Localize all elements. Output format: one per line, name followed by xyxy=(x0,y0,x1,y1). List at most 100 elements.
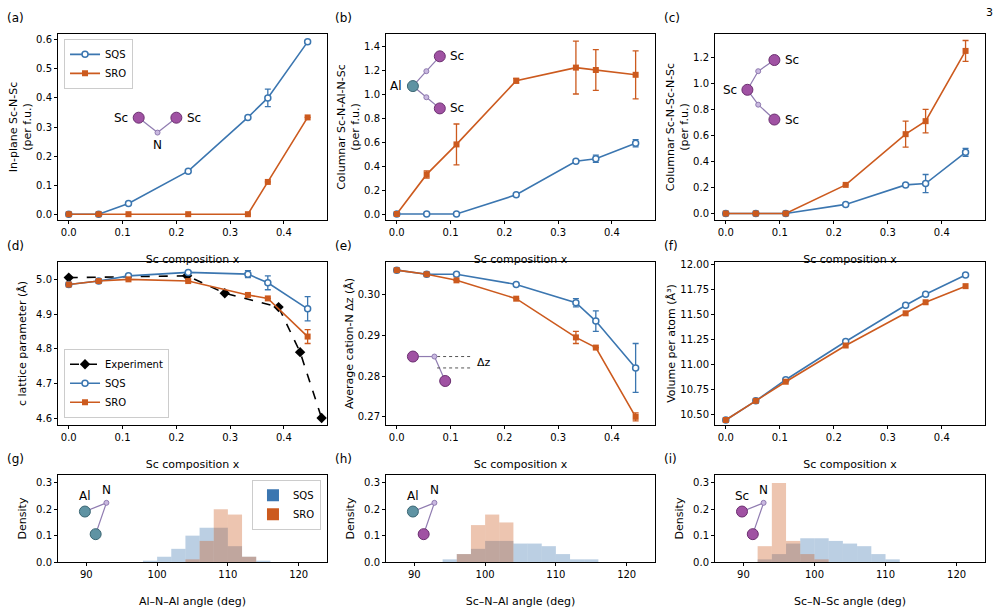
svg-text:0.0: 0.0 xyxy=(718,432,734,443)
svg-text:Sc composition x: Sc composition x xyxy=(803,253,897,266)
svg-text:Al: Al xyxy=(390,79,402,93)
svg-text:Al: Al xyxy=(407,489,419,503)
svg-text:SQS: SQS xyxy=(105,49,126,60)
svg-text:c lattice parameter (Å): c lattice parameter (Å) xyxy=(16,281,29,406)
svg-text:0.2: 0.2 xyxy=(693,504,709,515)
svg-text:90: 90 xyxy=(80,569,93,580)
svg-text:Δz: Δz xyxy=(477,356,491,369)
svg-text:100: 100 xyxy=(805,569,824,580)
svg-text:120: 120 xyxy=(947,569,966,580)
svg-text:0.4: 0.4 xyxy=(604,432,620,443)
svg-text:0.0: 0.0 xyxy=(693,557,709,568)
svg-text:(d): (d) xyxy=(7,239,24,253)
svg-text:0.1: 0.1 xyxy=(115,227,131,238)
svg-text:11.25: 11.25 xyxy=(680,334,709,345)
svg-text:Sc–N–Sc angle (deg): Sc–N–Sc angle (deg) xyxy=(794,595,906,608)
svg-text:Experiment: Experiment xyxy=(105,359,163,370)
svg-text:SRO: SRO xyxy=(105,68,126,79)
svg-text:4.6: 4.6 xyxy=(36,413,52,424)
svg-text:In-plane Sc-N-Sc(per f.u.): In-plane Sc-N-Sc(per f.u.) xyxy=(7,82,34,172)
svg-text:0.2: 0.2 xyxy=(496,432,512,443)
svg-text:Density: Density xyxy=(16,497,29,539)
svg-text:100: 100 xyxy=(476,569,495,580)
svg-text:12.00: 12.00 xyxy=(680,259,709,270)
svg-text:0.1: 0.1 xyxy=(693,530,709,541)
svg-text:0.3: 0.3 xyxy=(693,477,709,488)
svg-text:0.5: 0.5 xyxy=(36,63,52,74)
svg-text:(h): (h) xyxy=(335,452,352,466)
svg-text:0.2: 0.2 xyxy=(826,432,842,443)
svg-text:0.0: 0.0 xyxy=(36,209,52,220)
svg-text:0.0: 0.0 xyxy=(718,227,734,238)
svg-text:N: N xyxy=(102,483,111,497)
svg-text:90: 90 xyxy=(408,569,421,580)
svg-text:11.75: 11.75 xyxy=(680,284,709,295)
svg-text:0.3: 0.3 xyxy=(550,227,566,238)
svg-text:0.1: 0.1 xyxy=(443,432,459,443)
svg-text:0.4: 0.4 xyxy=(276,227,292,238)
svg-text:N: N xyxy=(153,138,162,152)
svg-text:0.1: 0.1 xyxy=(364,530,380,541)
svg-text:0.1: 0.1 xyxy=(772,227,788,238)
svg-text:Sc: Sc xyxy=(114,111,128,125)
svg-text:0.29: 0.29 xyxy=(358,330,380,341)
svg-text:Average cation-N Δz (Å): Average cation-N Δz (Å) xyxy=(343,278,356,409)
svg-text:120: 120 xyxy=(617,569,636,580)
svg-text:0.2: 0.2 xyxy=(168,432,184,443)
svg-text:Volume per atom (Å³): Volume per atom (Å³) xyxy=(665,284,678,403)
svg-text:(c): (c) xyxy=(664,11,680,25)
svg-text:0.0: 0.0 xyxy=(364,209,380,220)
svg-text:Sc composition x: Sc composition x xyxy=(146,253,240,266)
svg-text:0.0: 0.0 xyxy=(61,432,77,443)
svg-text:Al–N–Al angle (deg): Al–N–Al angle (deg) xyxy=(139,595,246,608)
svg-text:110: 110 xyxy=(546,569,565,580)
svg-text:SRO: SRO xyxy=(293,509,314,520)
svg-text:(a): (a) xyxy=(7,11,24,25)
svg-text:0.3: 0.3 xyxy=(550,432,566,443)
svg-text:3: 3 xyxy=(986,6,993,19)
svg-text:Density: Density xyxy=(344,497,357,539)
svg-text:1.4: 1.4 xyxy=(364,41,380,52)
svg-text:110: 110 xyxy=(876,569,895,580)
svg-text:4.8: 4.8 xyxy=(36,343,52,354)
svg-text:Sc composition x: Sc composition x xyxy=(146,458,240,471)
svg-text:0.2: 0.2 xyxy=(364,504,380,515)
svg-text:0.4: 0.4 xyxy=(36,92,52,103)
svg-text:0.0: 0.0 xyxy=(36,557,52,568)
svg-text:120: 120 xyxy=(289,569,308,580)
svg-text:(b): (b) xyxy=(335,11,352,25)
svg-text:0.0: 0.0 xyxy=(693,208,709,219)
svg-text:Columnar Sc-N-Sc-N-Sc(per f.u.: Columnar Sc-N-Sc-N-Sc(per f.u.) xyxy=(664,63,691,191)
svg-text:(e): (e) xyxy=(335,239,352,253)
svg-text:(g): (g) xyxy=(7,452,24,466)
svg-text:0.0: 0.0 xyxy=(61,227,77,238)
svg-text:0.6: 0.6 xyxy=(693,130,709,141)
svg-text:0.6: 0.6 xyxy=(364,137,380,148)
svg-text:0.4: 0.4 xyxy=(693,156,709,167)
svg-text:0.3: 0.3 xyxy=(222,227,238,238)
svg-text:0.1: 0.1 xyxy=(36,180,52,191)
svg-text:0.1: 0.1 xyxy=(115,432,131,443)
svg-text:Density: Density xyxy=(673,497,686,539)
svg-text:(f): (f) xyxy=(664,239,678,253)
svg-text:Sc: Sc xyxy=(735,489,749,503)
svg-text:(i): (i) xyxy=(664,452,677,466)
svg-text:0.2: 0.2 xyxy=(168,227,184,238)
svg-text:Sc composition x: Sc composition x xyxy=(474,253,568,266)
svg-text:10.75: 10.75 xyxy=(680,384,709,395)
svg-text:SRO: SRO xyxy=(105,397,126,408)
svg-text:10.50: 10.50 xyxy=(680,409,709,420)
svg-text:SQS: SQS xyxy=(105,378,126,389)
svg-text:0.3: 0.3 xyxy=(364,477,380,488)
svg-text:0.27: 0.27 xyxy=(358,411,380,422)
svg-text:0.8: 0.8 xyxy=(364,113,380,124)
svg-text:0.2: 0.2 xyxy=(496,227,512,238)
svg-text:0.1: 0.1 xyxy=(772,432,788,443)
svg-text:0.0: 0.0 xyxy=(389,432,405,443)
svg-text:0.0: 0.0 xyxy=(389,227,405,238)
svg-text:SQS: SQS xyxy=(293,490,314,501)
svg-text:1.0: 1.0 xyxy=(364,89,380,100)
svg-text:Sc: Sc xyxy=(450,49,464,63)
svg-text:0.4: 0.4 xyxy=(364,161,380,172)
svg-text:0.3: 0.3 xyxy=(36,122,52,133)
